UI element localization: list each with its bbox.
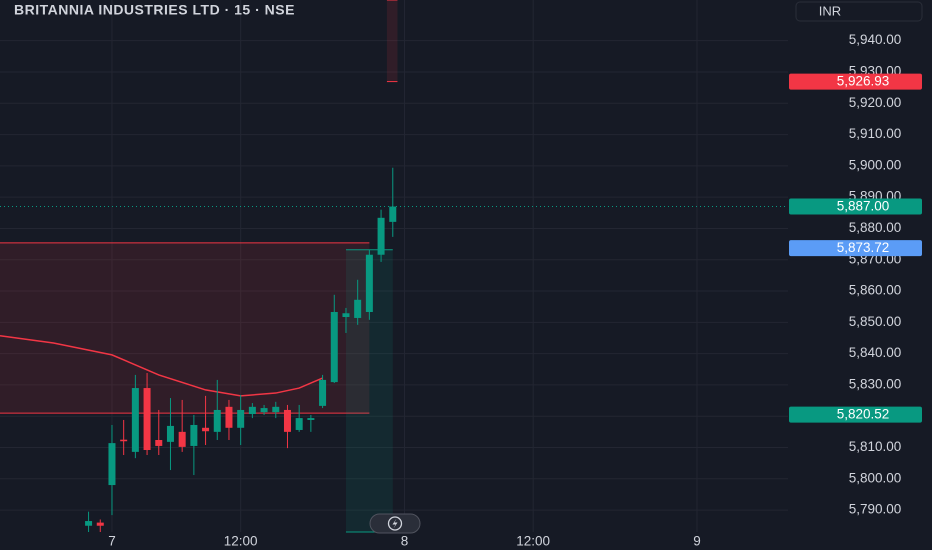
candle-body <box>213 409 221 432</box>
candle-body <box>166 425 174 442</box>
bolt-glyph <box>392 518 398 529</box>
grid <box>0 0 788 532</box>
candle-body <box>237 409 245 428</box>
y-tick-label: 5,900.00 <box>849 157 902 172</box>
candle-body <box>178 431 186 447</box>
y-tick-label: 5,920.00 <box>849 95 902 110</box>
y-tick-label: 5,850.00 <box>849 314 902 329</box>
candle-body <box>342 313 350 318</box>
candle-body <box>131 388 139 452</box>
candle-body <box>295 418 303 430</box>
candle-body <box>120 439 128 442</box>
price-label-box <box>789 406 922 423</box>
y-tick-label: 5,940.00 <box>849 32 902 47</box>
x-tick-label: 7 <box>108 534 116 549</box>
y-tick-label: 5,880.00 <box>849 220 902 235</box>
y-tick-label: 5,840.00 <box>849 345 902 360</box>
plot <box>0 167 788 532</box>
candle-body <box>143 388 151 451</box>
price-label: 5,926.93 <box>837 74 890 89</box>
bolt-icon <box>387 516 403 531</box>
candle-body <box>155 439 163 446</box>
chart-title: BRITANNIA INDUSTRIES LTD · 15 · NSE <box>14 2 295 18</box>
x-tick-label: 8 <box>401 534 409 549</box>
candle-body <box>202 427 210 432</box>
currency-label[interactable]: INR <box>819 3 841 18</box>
y-tick-label: 5,830.00 <box>849 376 902 391</box>
zone <box>386 0 398 82</box>
candle-body <box>319 379 327 406</box>
y-tick-label: 5,800.00 <box>849 470 902 485</box>
price-label: 5,887.00 <box>837 199 890 214</box>
axis: 5,790.005,800.005,810.005,820.005,830.00… <box>108 32 922 549</box>
candle-body <box>272 406 280 413</box>
currency-button[interactable] <box>795 1 923 22</box>
candle-body <box>389 206 397 222</box>
candle-body <box>283 409 291 432</box>
candle-body <box>260 408 268 413</box>
price-label-box <box>789 240 922 257</box>
candle-body <box>307 418 315 420</box>
zone <box>0 242 370 414</box>
moving-average <box>0 335 323 397</box>
candle-body <box>108 443 116 486</box>
x-tick-label: 12:00 <box>516 534 550 549</box>
x-tick-label: 12:00 <box>224 534 258 549</box>
price-label: 5,873.72 <box>837 240 890 255</box>
price-label-box <box>789 73 922 90</box>
candle-body <box>330 312 338 383</box>
candle-body <box>248 406 256 415</box>
y-tick-label: 5,810.00 <box>849 439 902 454</box>
y-tick-label: 5,790.00 <box>849 502 902 517</box>
y-tick-label: 5,910.00 <box>849 126 902 141</box>
candle-body <box>365 254 373 313</box>
price-label-box <box>789 198 922 215</box>
candle-body <box>377 217 385 255</box>
y-tick-label: 5,860.00 <box>849 283 902 298</box>
price-label: 5,820.52 <box>837 407 890 422</box>
candle-body <box>96 522 104 526</box>
candle-body <box>85 521 93 526</box>
candle-body <box>190 424 198 446</box>
candle-body <box>225 406 233 428</box>
candle-body <box>354 299 362 318</box>
x-tick-label: 9 <box>693 534 701 549</box>
